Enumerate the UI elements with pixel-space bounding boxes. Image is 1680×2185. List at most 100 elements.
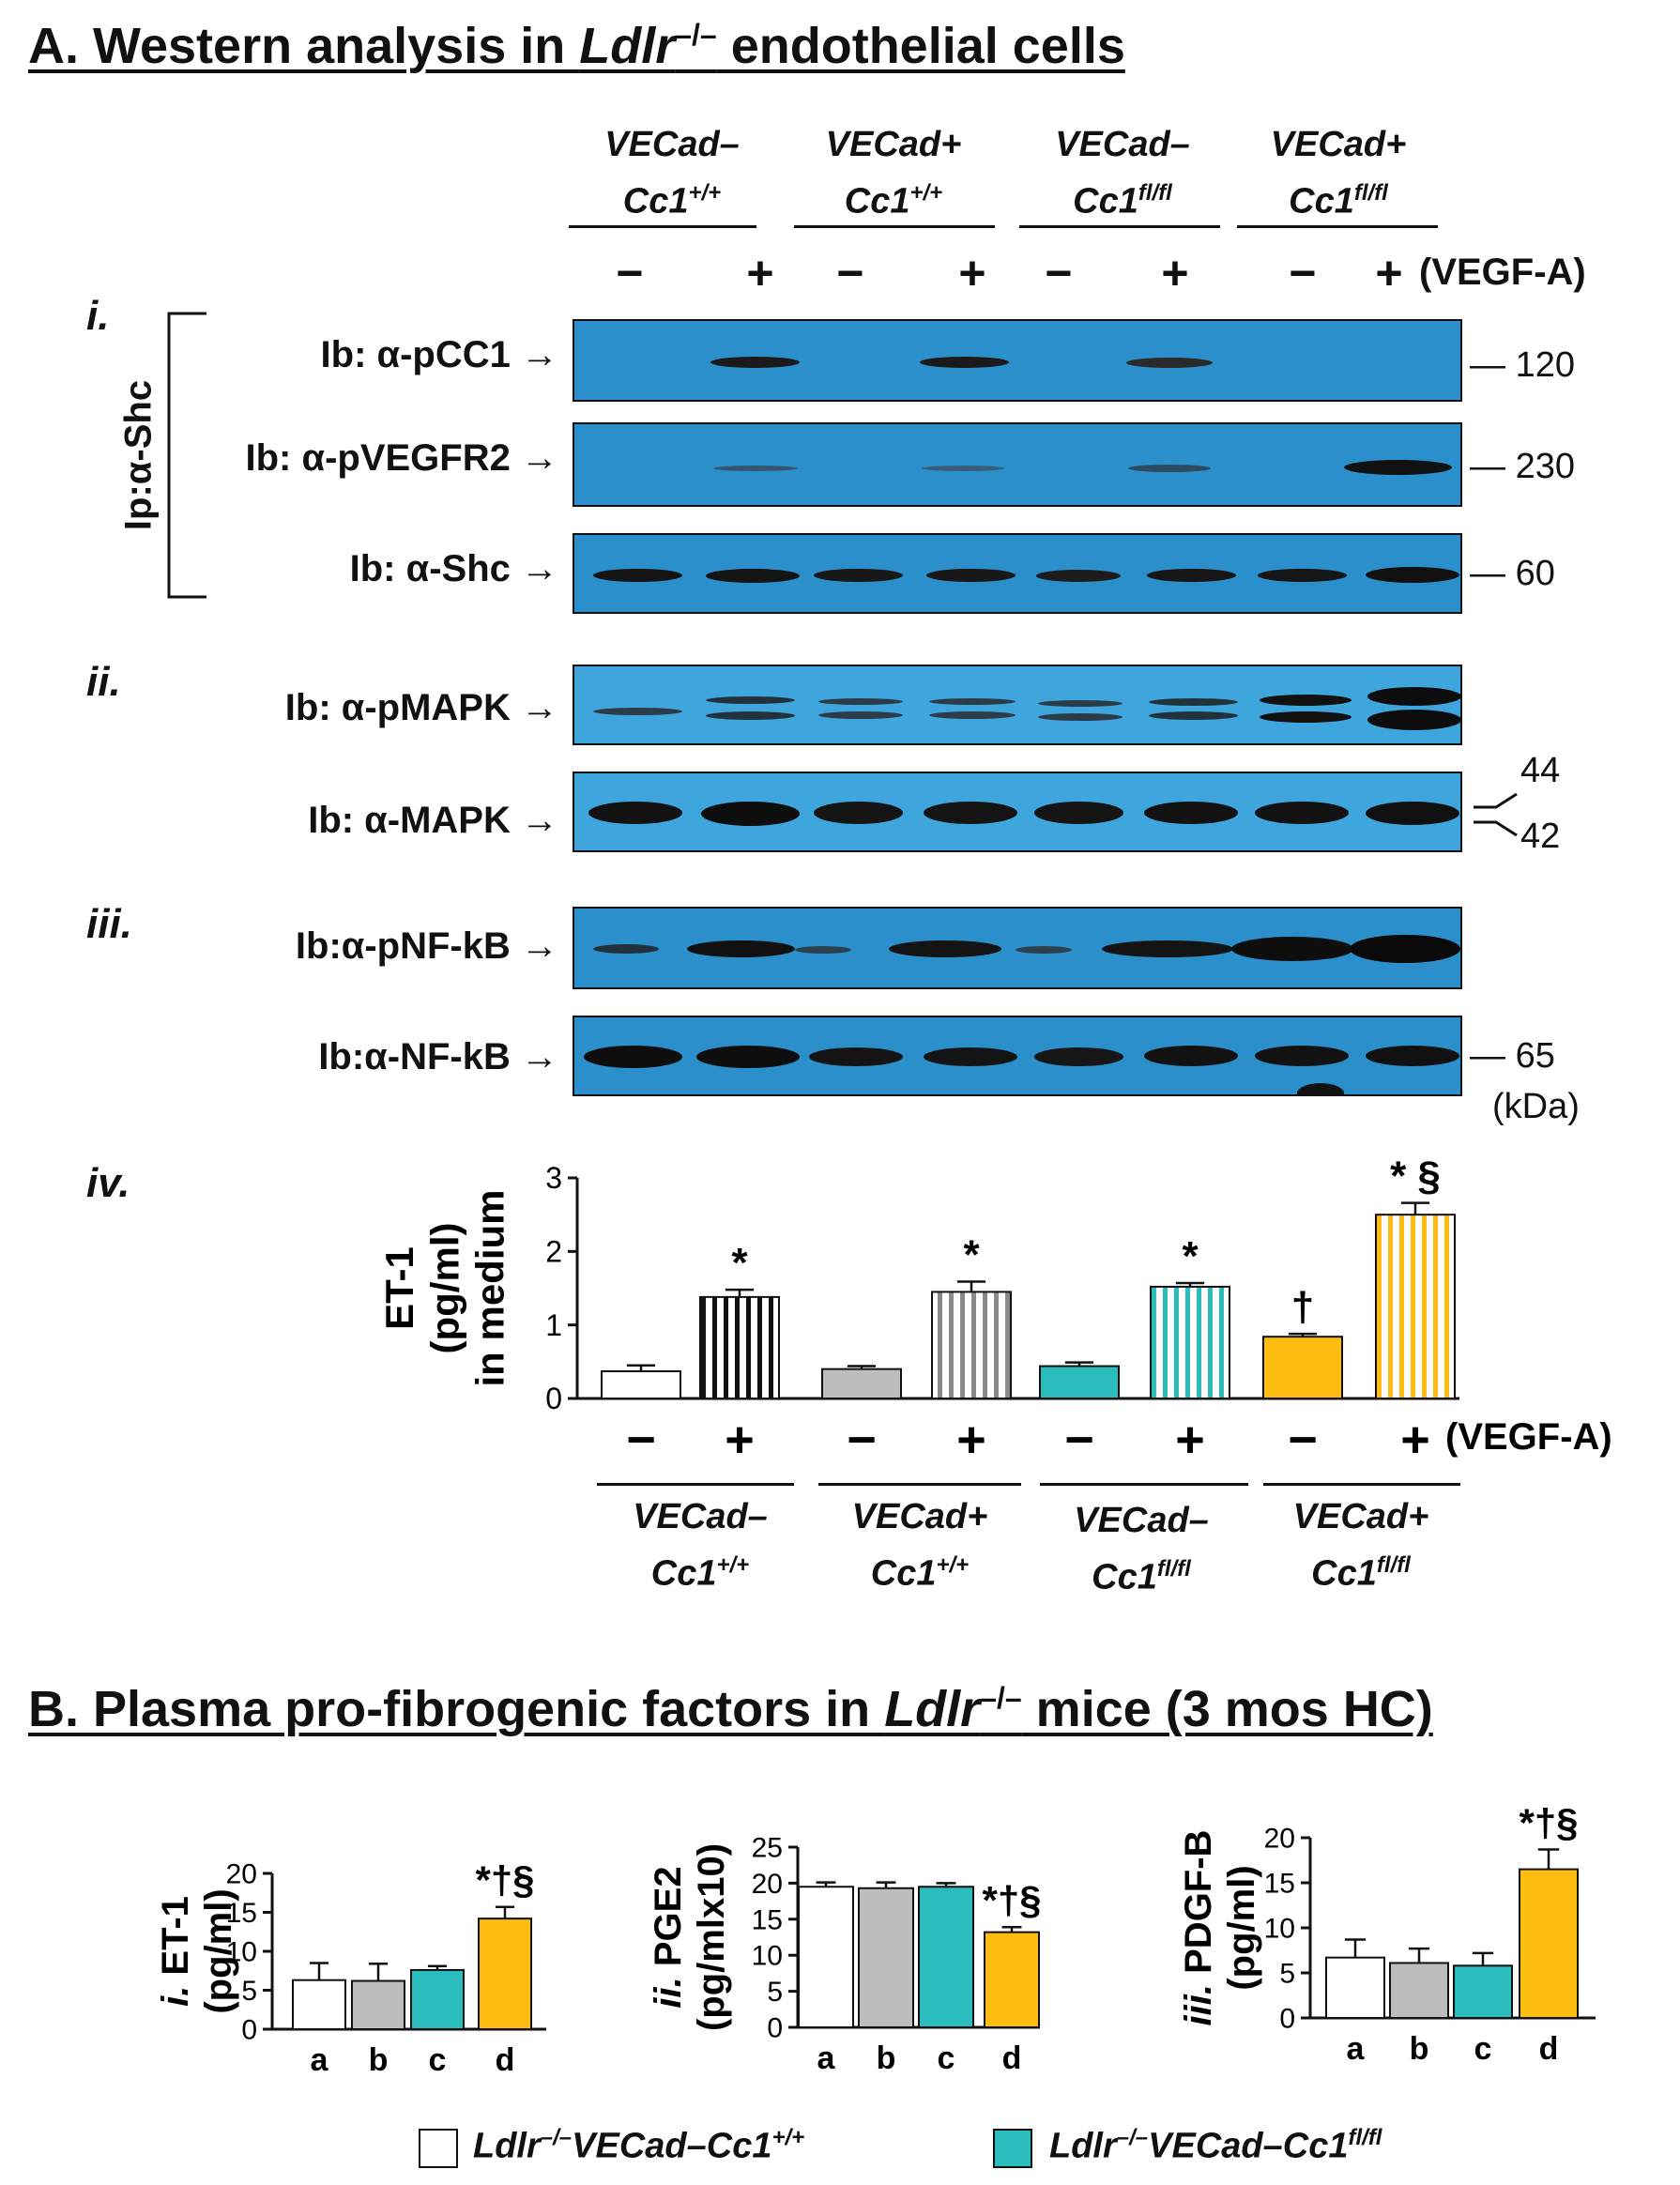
plus-sign: + <box>746 247 774 299</box>
blot-band <box>1366 1046 1459 1066</box>
blot-band <box>1258 569 1347 582</box>
blot-band <box>687 940 795 957</box>
y-tick-label: 15 <box>752 1904 783 1935</box>
group-header-1: VECad– Cc1+/+ <box>604 125 740 222</box>
y-tick-label: 20 <box>226 1859 257 1890</box>
plus-sign: + <box>958 247 986 299</box>
y-tick-label: 5 <box>767 1977 783 2008</box>
group-underline <box>1263 1483 1460 1486</box>
y-axis-label-line: in medium <box>468 1189 512 1386</box>
bar <box>1150 1285 1230 1400</box>
y-axis-label-text: ET-1 <box>155 1896 196 1975</box>
y-axis-label: ET-1(pg/ml)in medium <box>377 1189 512 1386</box>
bar <box>931 1291 1012 1399</box>
group-underline <box>818 1483 1021 1486</box>
blot-band <box>1255 802 1349 824</box>
treatment-label: (VEGF-A) <box>1445 1416 1612 1458</box>
blot-band <box>1231 937 1353 961</box>
group-underline <box>1019 225 1220 228</box>
significance-label: * <box>731 1240 748 1286</box>
legend-label-white: Ldlr–/–VECad–Cc1+/+ <box>473 2125 805 2166</box>
category-label: a <box>817 2040 836 2076</box>
group-footer-3: VECad– Cc1fl/fl <box>1074 1501 1209 1597</box>
plus-sign: + <box>1161 247 1189 299</box>
blot-band <box>584 1046 682 1068</box>
blot-band <box>1034 802 1123 824</box>
y-axis-label-roman: ii. <box>648 1966 689 2008</box>
y-tick-label: 2 <box>545 1235 562 1269</box>
group-header-4: VECad+ Cc1fl/fl <box>1270 125 1407 222</box>
category-label: c <box>1474 2031 1492 2067</box>
blot-band <box>1036 570 1121 582</box>
y-axis-label: i. ET-1(pg/ml) <box>155 1888 239 2013</box>
category-label: a <box>311 2042 329 2078</box>
blot-pvegfr2 <box>573 422 1462 507</box>
bar <box>1039 1365 1120 1399</box>
significance-label: *†§ <box>982 1878 1041 1922</box>
section-b-title: B. Plasma pro-fibrogenic factors in Ldlr… <box>28 1681 1433 1737</box>
blot-label: Ib: α-pMAPK → <box>284 687 558 728</box>
y-axis-label-line: ii. PGE2 <box>648 1866 689 2008</box>
blot-band <box>1038 700 1123 707</box>
y-axis-label: ii. PGE2(pg/mlx10) <box>648 1843 732 2031</box>
y-tick-label: 0 <box>767 2013 783 2044</box>
blot-band <box>713 466 798 471</box>
legend-label-teal: Ldlr–/–VECad–Cc1fl/fl <box>1049 2125 1382 2166</box>
blot-band <box>696 1046 800 1068</box>
category-label: a <box>1347 2031 1366 2067</box>
bar <box>699 1295 780 1400</box>
category-label: b <box>877 2040 896 2076</box>
blot-band <box>1366 567 1459 583</box>
blot-band <box>1126 358 1213 368</box>
minus-sign: − <box>1045 247 1073 299</box>
y-axis-label-line: (pg/mlx10) <box>691 1843 732 2031</box>
minus-sign: − <box>1064 1412 1094 1468</box>
bar <box>1262 1336 1343 1399</box>
blot-band <box>926 569 1016 582</box>
minus-sign: − <box>836 247 864 299</box>
bar <box>821 1368 902 1399</box>
y-tick-label: 20 <box>752 1869 783 1900</box>
blot-band <box>1038 713 1123 721</box>
panel-label-ii: ii. <box>86 659 121 705</box>
minus-sign: − <box>1289 247 1317 299</box>
kda-label: (kDa) <box>1492 1087 1580 1126</box>
y-axis-label-line: iii. PDGF-B <box>1178 1830 1219 2026</box>
group-footer-2: VECad+ Cc1+/+ <box>851 1497 988 1594</box>
y-tick-label: 5 <box>1279 1959 1295 1990</box>
blot-band <box>1128 465 1211 472</box>
significance-label: † <box>1291 1284 1314 1330</box>
blot-band <box>889 940 1001 957</box>
y-tick-label: 15 <box>1264 1869 1295 1900</box>
blot-label: Ib: α-MAPK → <box>308 800 558 841</box>
blot-label: Ib:α-pNF-kB → <box>295 925 558 967</box>
bar <box>1453 1964 1513 2020</box>
bar <box>351 1979 405 2031</box>
blot-band <box>929 698 1016 705</box>
y-tick-label: 10 <box>226 1937 257 1968</box>
category-label: c <box>429 2042 447 2078</box>
blot-band <box>588 802 682 824</box>
y-tick-label: 10 <box>752 1941 783 1972</box>
blot-band <box>701 802 800 826</box>
y-axis-label-line: (pg/ml) <box>198 1888 239 2013</box>
blot-pcc1 <box>573 319 1462 402</box>
significance-label: *†§ <box>1519 1800 1578 1844</box>
panel-label-i: i. <box>86 293 110 339</box>
y-axis-label-text: PGE2 <box>648 1866 689 1966</box>
legend-swatch-teal <box>993 2129 1032 2168</box>
blot-band <box>1255 1046 1349 1066</box>
bar <box>1325 1956 1385 2019</box>
y-tick-label: 5 <box>241 1976 257 2007</box>
group-footer-4: VECad+ Cc1fl/fl <box>1292 1497 1429 1594</box>
blot-band <box>1144 802 1238 824</box>
group-header-3: VECad– Cc1fl/fl <box>1055 125 1190 222</box>
blot-band <box>1344 460 1452 475</box>
minus-sign: − <box>1288 1412 1318 1468</box>
y-axis-label-text: PDGF-B <box>1178 1830 1219 1974</box>
blot-band <box>814 802 903 824</box>
group-underline <box>597 1483 794 1486</box>
section-a-title: A. Western analysis in Ldlr–/– endotheli… <box>28 18 1125 74</box>
bar <box>858 1887 914 2028</box>
